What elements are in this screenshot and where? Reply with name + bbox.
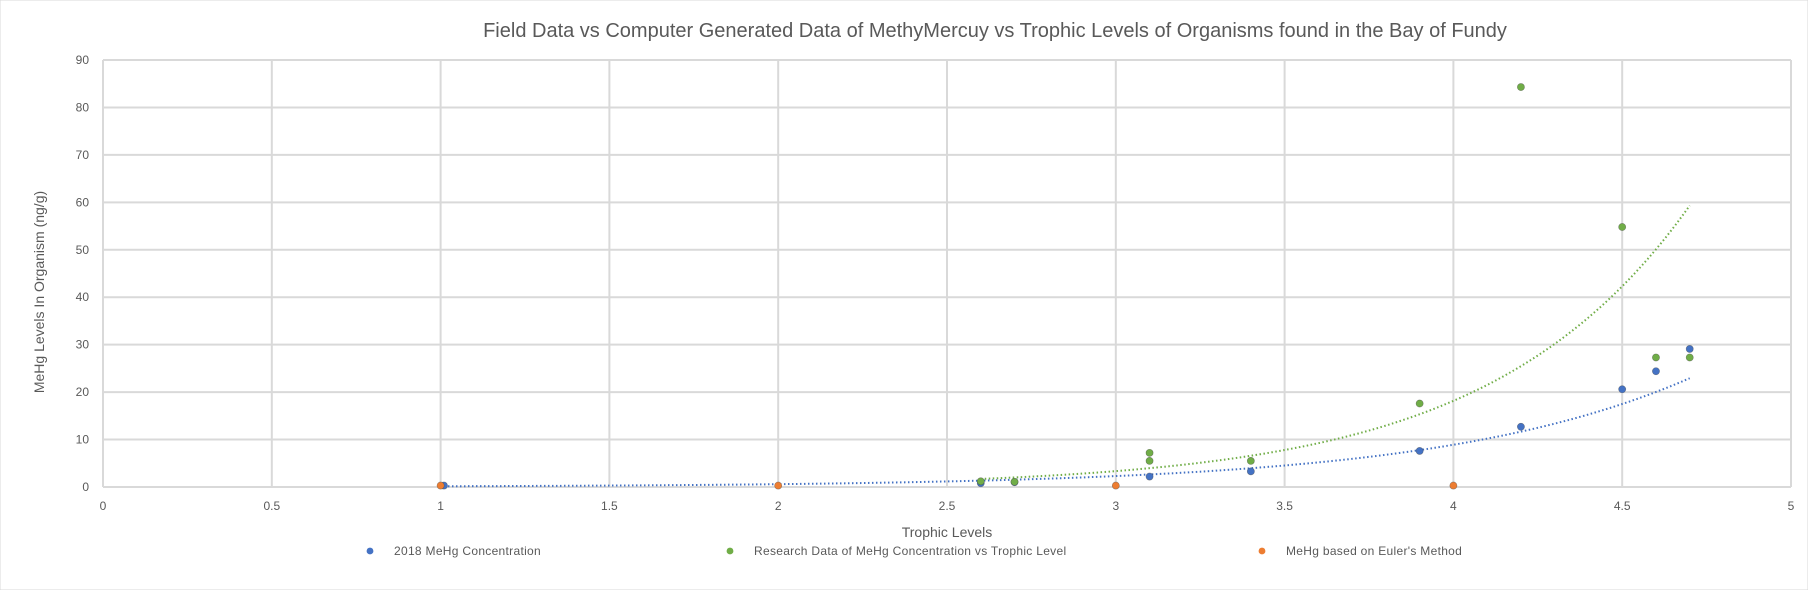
x-tick-label: 2 xyxy=(775,499,782,513)
data-point-series-1 xyxy=(1652,367,1660,376)
y-tick-label: 60 xyxy=(76,195,90,209)
y-tick-label: 0 xyxy=(82,480,89,494)
x-tick-label: 5 xyxy=(1788,499,1795,513)
trendline-series-2 xyxy=(980,204,1691,480)
data-point-series-1 xyxy=(1685,345,1694,353)
data-point-series-3 xyxy=(1449,481,1458,490)
legend-label-series-3: MeHg based on Euler's Method xyxy=(1286,544,1462,558)
data-point-series-2 xyxy=(1415,399,1424,408)
data-point-series-3 xyxy=(436,481,445,490)
data-point-series-1 xyxy=(1415,447,1424,455)
x-axis-label: Trophic Levels xyxy=(902,524,993,540)
trendlines xyxy=(443,204,1691,488)
x-tick-label: 1.5 xyxy=(601,499,618,513)
legend: 2018 MeHg Concentration Research Data of … xyxy=(366,544,1462,558)
x-tick-label: 4.5 xyxy=(1614,499,1631,513)
x-axis-tick-labels: 0 0.5 1 1.5 2 2.5 3 3.5 4 4.5 5 xyxy=(100,499,1795,513)
x-tick-label: 0.5 xyxy=(263,499,280,513)
data-point-series-3 xyxy=(774,481,783,490)
y-axis-label: MeHg Levels In Organism (ng/g) xyxy=(31,191,47,393)
y-tick-label: 80 xyxy=(76,100,90,114)
data-point-series-2 xyxy=(1145,457,1154,465)
data-point-series-2 xyxy=(1652,353,1660,362)
legend-marker-series-1 xyxy=(366,547,374,555)
gridlines xyxy=(102,59,1792,488)
x-tick-label: 1 xyxy=(437,499,444,513)
x-tick-label: 4 xyxy=(1450,499,1457,513)
data-point-series-2 xyxy=(1010,477,1019,486)
y-axis-tick-labels: 0 10 20 30 40 50 60 70 80 90 xyxy=(76,53,90,494)
legend-marker-series-3 xyxy=(1258,547,1266,555)
chart-title: Field Data vs Computer Generated Data of… xyxy=(483,20,1507,42)
x-tick-label: 3.5 xyxy=(1276,499,1293,513)
legend-marker-series-2 xyxy=(726,547,734,555)
x-tick-label: 0 xyxy=(100,499,107,513)
data-point-series-1 xyxy=(1246,467,1255,476)
data-point-series-1 xyxy=(1145,472,1154,481)
data-point-series-2 xyxy=(1246,457,1255,465)
data-point-series-2 xyxy=(1517,83,1525,91)
x-tick-label: 3 xyxy=(1112,499,1119,513)
data-point-series-2 xyxy=(976,477,985,486)
y-tick-label: 40 xyxy=(76,290,90,304)
data-point-series-1 xyxy=(1618,385,1627,394)
y-tick-label: 90 xyxy=(76,53,90,67)
y-tick-label: 50 xyxy=(76,243,90,257)
data-point-series-2 xyxy=(1685,353,1694,362)
legend-label-series-1: 2018 MeHg Concentration xyxy=(394,544,541,558)
y-tick-label: 20 xyxy=(76,385,90,399)
x-tick-label: 2.5 xyxy=(939,499,956,513)
data-point-series-2 xyxy=(1618,223,1627,231)
data-point-series-3 xyxy=(1111,481,1120,490)
y-tick-label: 30 xyxy=(76,338,90,352)
legend-label-series-2: Research Data of MeHg Concentration vs T… xyxy=(754,544,1066,558)
data-points xyxy=(436,83,1694,490)
data-point-series-1 xyxy=(1517,422,1525,431)
y-tick-label: 70 xyxy=(76,148,90,162)
data-point-series-2 xyxy=(1145,448,1154,457)
y-tick-label: 10 xyxy=(76,433,90,447)
trendline-series-1 xyxy=(443,377,1691,488)
